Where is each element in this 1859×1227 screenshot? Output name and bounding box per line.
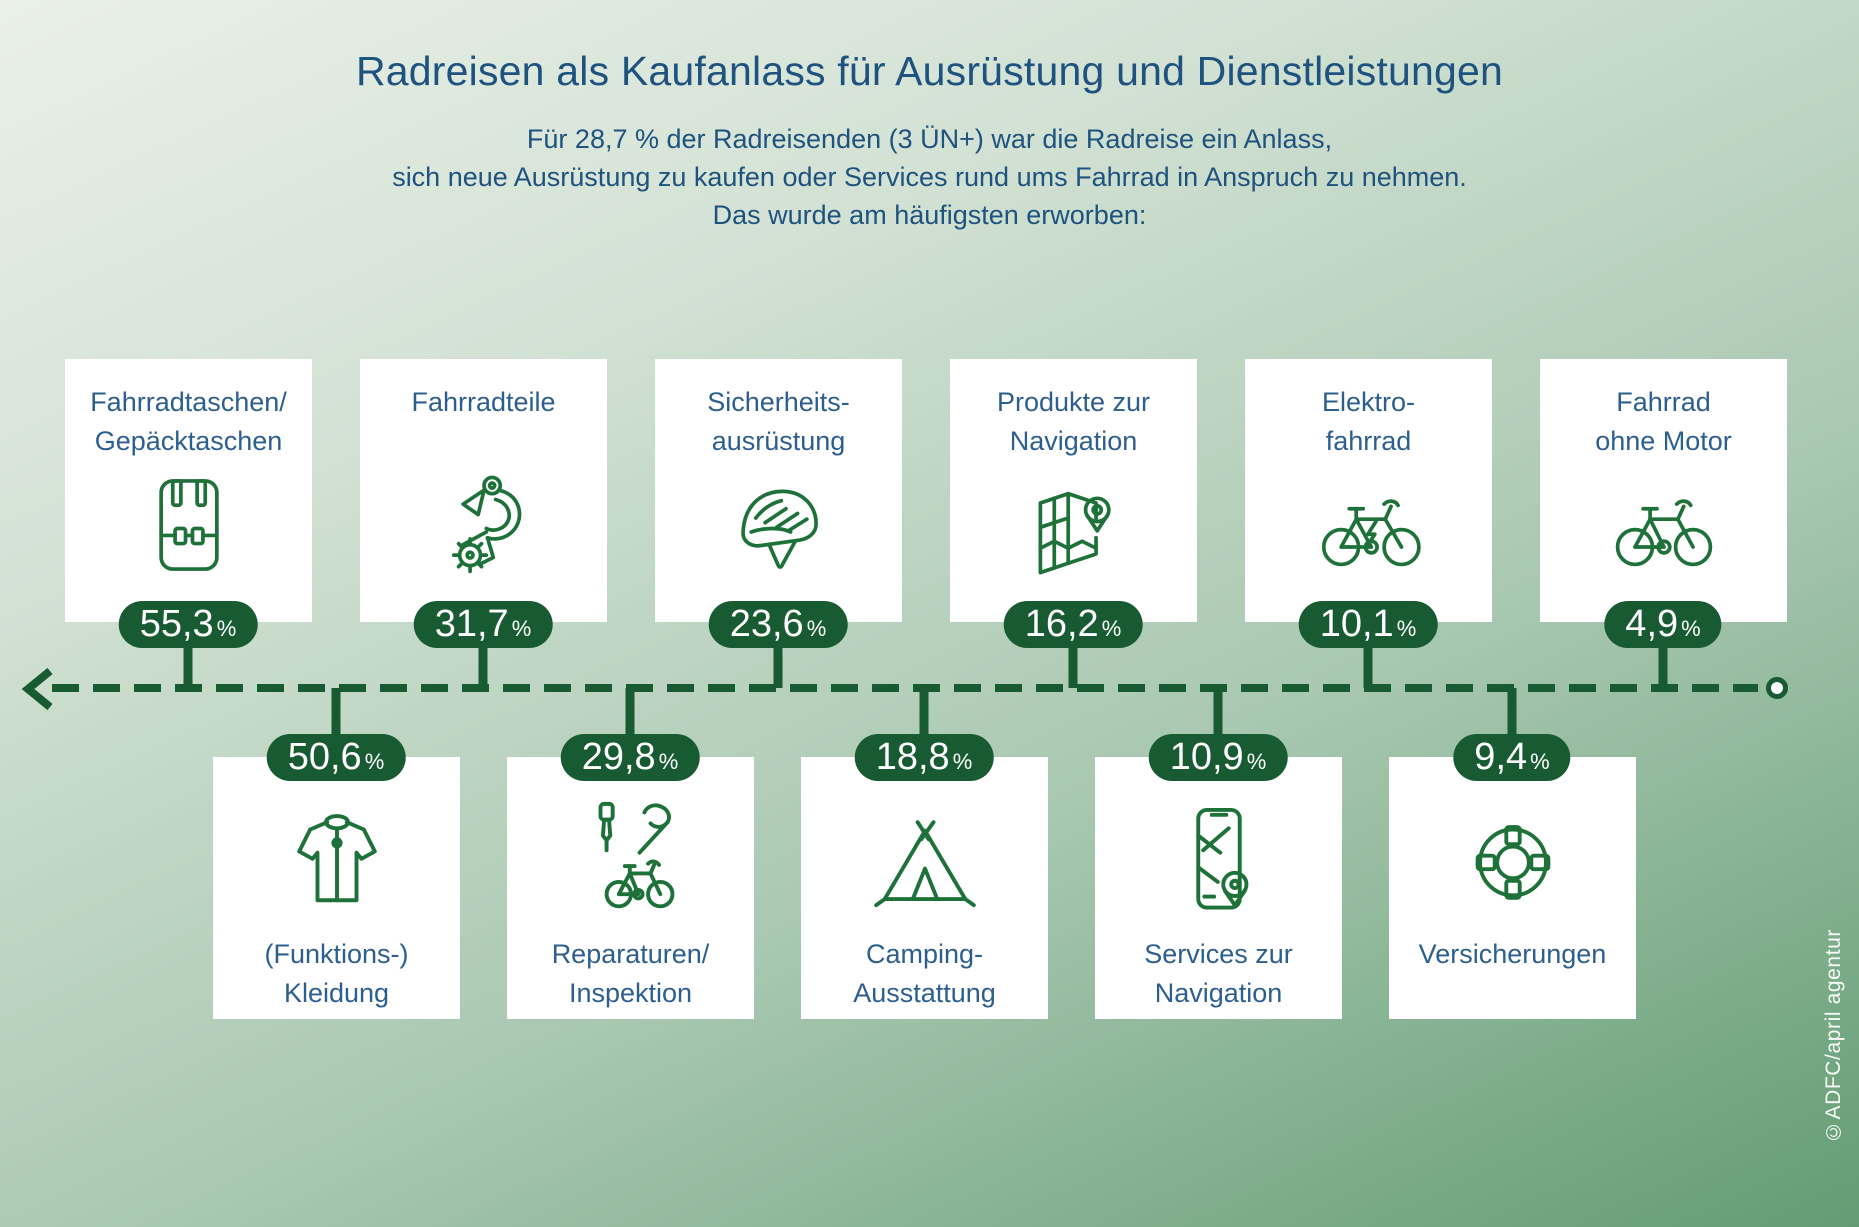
connector xyxy=(478,640,488,688)
card-label: Services zur Navigation xyxy=(1144,939,1293,1008)
life-ring-icon xyxy=(1389,799,1636,925)
card-label: Fahrradtaschen/ Gepäcktaschen xyxy=(90,387,287,456)
card-kleidung: (Funktions-) Kleidung xyxy=(213,757,460,1019)
subtitle-line-1: Für 28,7 % der Radreisenden (3 ÜN+) war … xyxy=(526,124,1333,154)
value-badge-services-navigation: 10,9% xyxy=(1148,734,1288,781)
value-badge-fahrradteile: 31,7% xyxy=(413,601,553,648)
tent-icon xyxy=(801,799,1048,925)
card-label: Produkte zur Navigation xyxy=(996,387,1151,456)
connector xyxy=(331,688,341,738)
phone-navigation-icon xyxy=(1095,799,1342,925)
value-badge-camping: 18,8% xyxy=(854,734,994,781)
card-fahrradtaschen: Fahrradtaschen/ Gepäcktaschen xyxy=(65,359,312,622)
value-badge-versicherungen: 9,4% xyxy=(1453,734,1571,781)
value-badge-reparaturen: 29,8% xyxy=(560,734,700,781)
card-label: Sicherheits- ausrüstung xyxy=(707,387,850,456)
card-camping: Camping- Ausstattung xyxy=(801,757,1048,1019)
helmet-icon xyxy=(655,467,902,583)
card-label: Reparaturen/ Inspektion xyxy=(551,939,710,1008)
card-label: (Funktions-) Kleidung xyxy=(264,939,409,1008)
card-produkte-navigation: Produkte zur Navigation xyxy=(950,359,1197,622)
card-label: Camping- Ausstattung xyxy=(853,939,996,1008)
connector xyxy=(1507,688,1517,738)
card-sicherheitsausruestung: Sicherheits- ausrüstung xyxy=(655,359,902,622)
value-badge-produkte-navigation: 16,2% xyxy=(1003,601,1143,648)
subtitle-line-2: sich neue Ausrüstung zu kaufen oder Serv… xyxy=(392,162,1467,192)
jersey-icon xyxy=(213,799,460,925)
value-badge-fahrradtaschen: 55,3% xyxy=(118,601,258,648)
timeline-end-dot-icon xyxy=(1766,677,1788,699)
connector xyxy=(1658,640,1668,688)
value-badge-sicherheitsausruestung: 23,6% xyxy=(708,601,848,648)
card-fahrrad-ohne-motor: Fahrrad ohne Motor xyxy=(1540,359,1787,622)
card-elektrofahrrad: Elektro- fahrrad xyxy=(1245,359,1492,622)
map-pin-icon xyxy=(950,467,1197,583)
card-label: Fahrrad ohne Motor xyxy=(1595,387,1732,456)
card-services-navigation: Services zur Navigation xyxy=(1095,757,1342,1019)
connector xyxy=(773,640,783,688)
repair-tools-icon xyxy=(507,799,754,925)
value-badge-elektrofahrrad: 10,1% xyxy=(1298,601,1438,648)
connector xyxy=(183,640,193,688)
card-reparaturen: Reparaturen/ Inspektion xyxy=(507,757,754,1019)
connector xyxy=(625,688,635,738)
bicycle-icon xyxy=(1540,467,1787,583)
subtitle-line-3: Das wurde am häufigsten erworben: xyxy=(712,200,1147,230)
page-title: Radreisen als Kaufanlass für Ausrüstung … xyxy=(355,48,1504,94)
timeline-dashed-axis xyxy=(52,684,1758,692)
card-label: Elektro- fahrrad xyxy=(1321,387,1416,456)
arrow-left-icon xyxy=(16,667,58,715)
connector xyxy=(1213,688,1223,738)
subtitle: Für 28,7 % der Radreisenden (3 ÜN+) war … xyxy=(0,120,1859,234)
derailleur-icon xyxy=(360,467,607,583)
connector xyxy=(1068,640,1078,688)
value-badge-fahrrad-ohne-motor: 4,9% xyxy=(1604,601,1722,648)
card-fahrradteile: Fahrradteile xyxy=(360,359,607,622)
card-label: Versicherungen xyxy=(1418,939,1607,969)
connector xyxy=(1363,640,1373,688)
value-badge-kleidung: 50,6% xyxy=(266,734,406,781)
card-label: Fahrradteile xyxy=(411,387,556,417)
e-bike-icon xyxy=(1245,467,1492,583)
card-versicherungen: Versicherungen xyxy=(1389,757,1636,1019)
connector xyxy=(919,688,929,738)
pannier-bag-icon xyxy=(65,467,312,583)
copyright-credit: ©ADFC/april agentur xyxy=(1822,928,1845,1143)
